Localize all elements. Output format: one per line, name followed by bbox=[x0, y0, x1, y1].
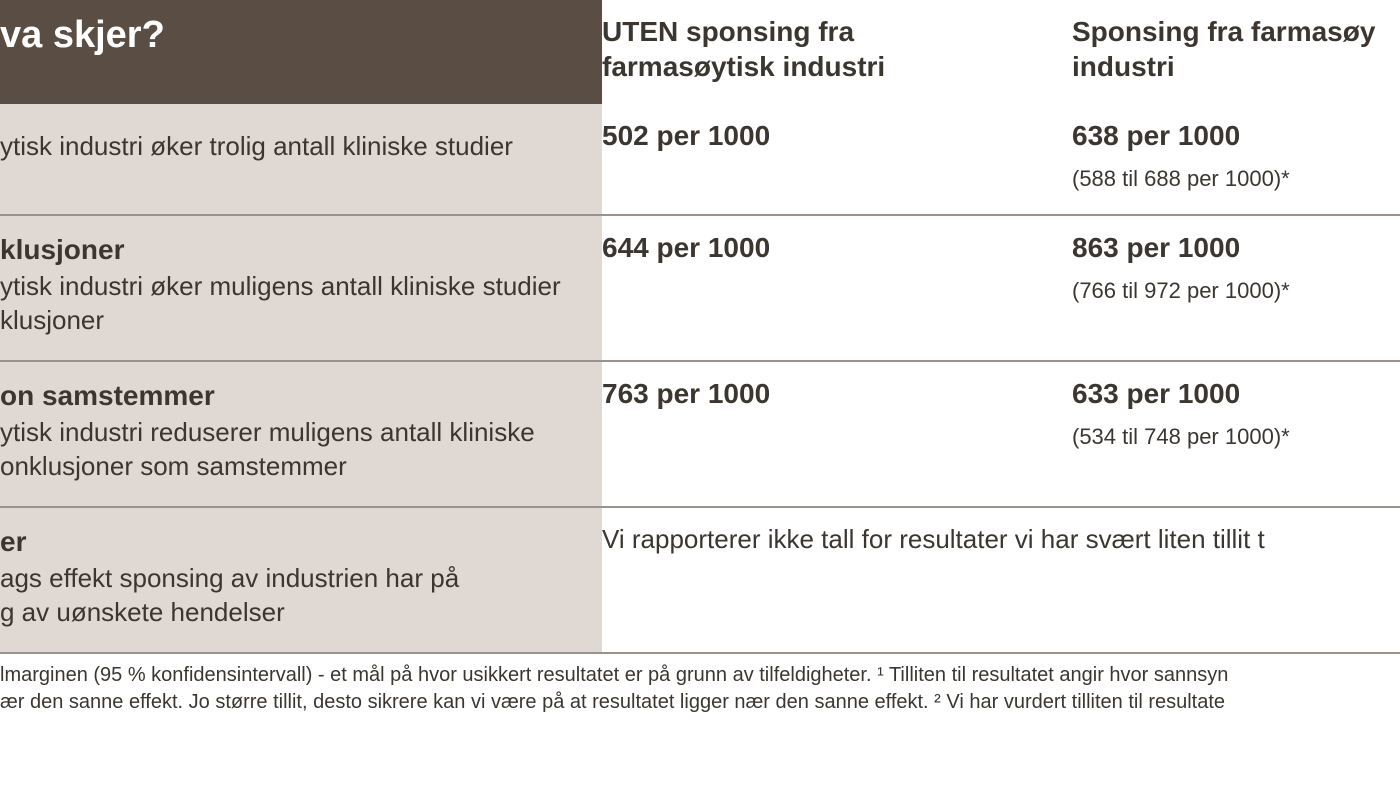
row-desc2: g av uønskete hendelser bbox=[0, 596, 584, 630]
value-main: 502 per 1000 bbox=[602, 120, 1054, 152]
header-col2-line1: Sponsing fra farmasøy bbox=[1072, 14, 1382, 49]
table-header-row: va skjer? UTEN sponsing fra farmasøytisk… bbox=[0, 0, 1400, 104]
row-desc2: klusjoner bbox=[0, 304, 584, 338]
row-desc2: onklusjoner som samstemmer bbox=[0, 450, 584, 484]
row-desc: ytisk industri øker muligens antall klin… bbox=[0, 270, 584, 304]
value-ci: (534 til 748 per 1000)* bbox=[1072, 424, 1382, 450]
footnote-line2: ær den sanne effekt. Jo større tillit, d… bbox=[0, 691, 1225, 713]
comparison-table: va skjer? UTEN sponsing fra farmasøytisk… bbox=[0, 0, 1400, 716]
value-main: 633 per 1000 bbox=[1072, 378, 1382, 410]
table-row: klusjoner ytisk industri øker muligens a… bbox=[0, 215, 1400, 361]
value-main: 638 per 1000 bbox=[1072, 120, 1382, 152]
row-desc: ytisk industri øker trolig antall klinis… bbox=[0, 130, 584, 164]
row-desc: ags effekt sponsing av industrien har på bbox=[0, 562, 584, 596]
value-ci: (766 til 972 per 1000)* bbox=[1072, 278, 1382, 304]
row-label: on samstemmer ytisk industri reduserer m… bbox=[0, 361, 602, 507]
row-value-with: 863 per 1000 (766 til 972 per 1000)* bbox=[1072, 215, 1400, 361]
value-ci: (588 til 688 per 1000)* bbox=[1072, 166, 1382, 192]
row-note: Vi rapporterer ikke tall for resultater … bbox=[602, 507, 1400, 653]
value-main: 863 per 1000 bbox=[1072, 232, 1382, 264]
row-title: klusjoner bbox=[0, 232, 584, 268]
table-row: on samstemmer ytisk industri reduserer m… bbox=[0, 361, 1400, 507]
footnote-line1: lmarginen (95 % konfidensintervall) - et… bbox=[0, 664, 1228, 686]
row-label: er ags effekt sponsing av industrien har… bbox=[0, 507, 602, 653]
row-title: on samstemmer bbox=[0, 378, 584, 414]
header-col1-line2: farmasøytisk industri bbox=[602, 49, 1054, 84]
row-title: er bbox=[0, 524, 584, 560]
footnote-text: lmarginen (95 % konfidensintervall) - et… bbox=[0, 653, 1400, 716]
row-label: ytisk industri øker trolig antall klinis… bbox=[0, 104, 602, 215]
table-row: er ags effekt sponsing av industrien har… bbox=[0, 507, 1400, 653]
header-title: va skjer? bbox=[0, 0, 602, 104]
row-value-without: 644 per 1000 bbox=[602, 215, 1072, 361]
table-row: ytisk industri øker trolig antall klinis… bbox=[0, 104, 1400, 215]
row-value-with: 633 per 1000 (534 til 748 per 1000)* bbox=[1072, 361, 1400, 507]
header-col2-line2: industri bbox=[1072, 49, 1382, 84]
row-value-without: 502 per 1000 bbox=[602, 104, 1072, 215]
header-col1-line1: UTEN sponsing fra bbox=[602, 14, 1054, 49]
footnote-row: lmarginen (95 % konfidensintervall) - et… bbox=[0, 653, 1400, 716]
header-col-with: Sponsing fra farmasøy industri bbox=[1072, 0, 1400, 104]
value-main: 763 per 1000 bbox=[602, 378, 1054, 410]
row-value-without: 763 per 1000 bbox=[602, 361, 1072, 507]
value-main: 644 per 1000 bbox=[602, 232, 1054, 264]
header-col-without: UTEN sponsing fra farmasøytisk industri bbox=[602, 0, 1072, 104]
row-label: klusjoner ytisk industri øker muligens a… bbox=[0, 215, 602, 361]
row-value-with: 638 per 1000 (588 til 688 per 1000)* bbox=[1072, 104, 1400, 215]
row-desc: ytisk industri reduserer muligens antall… bbox=[0, 416, 584, 450]
